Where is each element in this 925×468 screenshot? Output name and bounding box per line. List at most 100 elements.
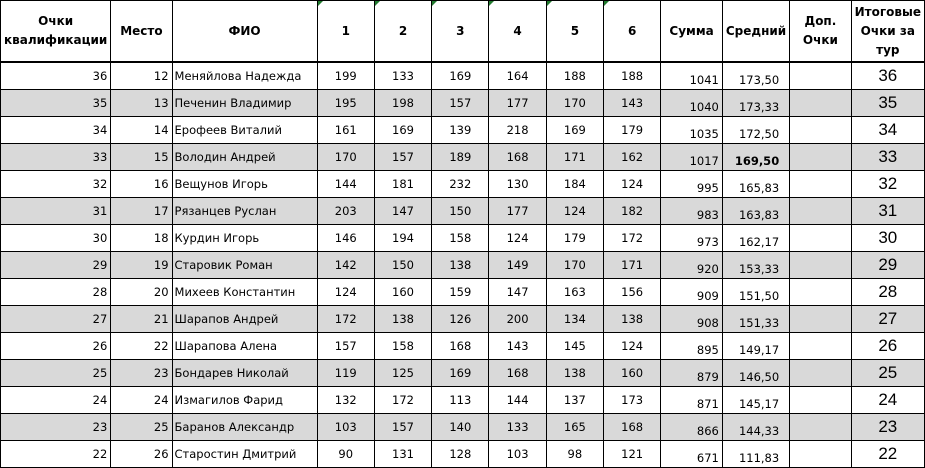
cell-name[interactable]: Измагилов Фарид bbox=[171, 386, 318, 414]
cell-sum[interactable]: 871 bbox=[660, 386, 723, 414]
cell-extra-points[interactable] bbox=[789, 143, 852, 171]
cell-game-5[interactable]: 188 bbox=[545, 61, 605, 90]
cell-place[interactable]: 20 bbox=[110, 278, 173, 306]
cell-place[interactable]: 17 bbox=[110, 197, 173, 225]
cell-sum[interactable]: 1041 bbox=[660, 61, 723, 90]
cell-final-points[interactable]: 22 bbox=[850, 440, 925, 468]
cell-place[interactable]: 23 bbox=[110, 359, 173, 387]
cell-game-2[interactable]: 198 bbox=[373, 89, 433, 117]
cell-game-1[interactable]: 144 bbox=[316, 170, 375, 198]
cell-game-4[interactable]: 168 bbox=[488, 359, 547, 387]
cell-name[interactable]: Михеев Константин bbox=[171, 278, 318, 306]
cell-game-3[interactable]: 139 bbox=[431, 116, 490, 144]
cell-name[interactable]: Шарапов Андрей bbox=[171, 305, 318, 333]
cell-qualification-points[interactable]: 28 bbox=[0, 278, 112, 306]
cell-game-5[interactable]: 179 bbox=[545, 224, 605, 252]
cell-game-2[interactable]: 169 bbox=[373, 116, 433, 144]
cell-average[interactable]: 162,17 bbox=[721, 224, 791, 252]
cell-average[interactable]: 169,50 bbox=[721, 143, 791, 171]
cell-qualification-points[interactable]: 31 bbox=[0, 197, 112, 225]
cell-average[interactable]: 111,83 bbox=[721, 440, 791, 468]
cell-game-4[interactable]: 130 bbox=[488, 170, 547, 198]
cell-game-2[interactable]: 194 bbox=[373, 224, 433, 252]
cell-place[interactable]: 19 bbox=[110, 251, 173, 279]
cell-game-6[interactable]: 124 bbox=[603, 332, 662, 360]
cell-place[interactable]: 18 bbox=[110, 224, 173, 252]
cell-game-3[interactable]: 232 bbox=[431, 170, 490, 198]
cell-game-4[interactable]: 103 bbox=[488, 440, 547, 468]
header-game-4[interactable]: 4 bbox=[488, 0, 547, 63]
cell-game-5[interactable]: 170 bbox=[545, 251, 605, 279]
cell-game-5[interactable]: 137 bbox=[545, 386, 605, 414]
cell-extra-points[interactable] bbox=[789, 116, 852, 144]
cell-game-6[interactable]: 179 bbox=[603, 116, 662, 144]
cell-final-points[interactable]: 29 bbox=[850, 251, 925, 279]
cell-final-points[interactable]: 32 bbox=[850, 170, 925, 198]
cell-extra-points[interactable] bbox=[789, 224, 852, 252]
cell-final-points[interactable]: 31 bbox=[850, 197, 925, 225]
cell-game-3[interactable]: 150 bbox=[431, 197, 490, 225]
cell-final-points[interactable]: 35 bbox=[850, 89, 925, 117]
cell-game-4[interactable]: 177 bbox=[488, 89, 547, 117]
cell-game-4[interactable]: 164 bbox=[488, 61, 547, 90]
header-game-2[interactable]: 2 bbox=[373, 0, 433, 63]
cell-game-1[interactable]: 199 bbox=[316, 61, 375, 90]
cell-sum[interactable]: 920 bbox=[660, 251, 723, 279]
cell-name[interactable]: Вещунов Игорь bbox=[171, 170, 318, 198]
cell-game-4[interactable]: 177 bbox=[488, 197, 547, 225]
cell-game-3[interactable]: 126 bbox=[431, 305, 490, 333]
cell-average[interactable]: 163,83 bbox=[721, 197, 791, 225]
cell-average[interactable]: 149,17 bbox=[721, 332, 791, 360]
cell-name[interactable]: Шарапова Алена bbox=[171, 332, 318, 360]
cell-sum[interactable]: 983 bbox=[660, 197, 723, 225]
cell-place[interactable]: 21 bbox=[110, 305, 173, 333]
cell-game-1[interactable]: 203 bbox=[316, 197, 375, 225]
cell-qualification-points[interactable]: 22 bbox=[0, 440, 112, 468]
cell-place[interactable]: 25 bbox=[110, 413, 173, 441]
cell-final-points[interactable]: 30 bbox=[850, 224, 925, 252]
cell-extra-points[interactable] bbox=[789, 251, 852, 279]
cell-game-1[interactable]: 157 bbox=[316, 332, 375, 360]
cell-game-3[interactable]: 158 bbox=[431, 224, 490, 252]
cell-game-5[interactable]: 134 bbox=[545, 305, 605, 333]
header-extra-points[interactable]: Доп. Очки bbox=[789, 0, 852, 63]
cell-extra-points[interactable] bbox=[789, 197, 852, 225]
cell-game-6[interactable]: 162 bbox=[603, 143, 662, 171]
cell-extra-points[interactable] bbox=[789, 61, 852, 90]
cell-game-5[interactable]: 98 bbox=[545, 440, 605, 468]
cell-name[interactable]: Ерофеев Виталий bbox=[171, 116, 318, 144]
cell-game-1[interactable]: 124 bbox=[316, 278, 375, 306]
cell-sum[interactable]: 995 bbox=[660, 170, 723, 198]
cell-game-3[interactable]: 128 bbox=[431, 440, 490, 468]
cell-game-2[interactable]: 133 bbox=[373, 61, 433, 90]
cell-game-3[interactable]: 159 bbox=[431, 278, 490, 306]
cell-name[interactable]: Курдин Игорь bbox=[171, 224, 318, 252]
cell-extra-points[interactable] bbox=[789, 305, 852, 333]
header-game-6[interactable]: 6 bbox=[603, 0, 662, 63]
cell-game-2[interactable]: 157 bbox=[373, 143, 433, 171]
cell-game-2[interactable]: 158 bbox=[373, 332, 433, 360]
cell-name[interactable]: Володин Андрей bbox=[171, 143, 318, 171]
cell-game-1[interactable]: 161 bbox=[316, 116, 375, 144]
cell-average[interactable]: 151,33 bbox=[721, 305, 791, 333]
cell-game-5[interactable]: 170 bbox=[545, 89, 605, 117]
cell-final-points[interactable]: 28 bbox=[850, 278, 925, 306]
cell-game-4[interactable]: 144 bbox=[488, 386, 547, 414]
cell-game-2[interactable]: 172 bbox=[373, 386, 433, 414]
cell-game-3[interactable]: 168 bbox=[431, 332, 490, 360]
cell-place[interactable]: 14 bbox=[110, 116, 173, 144]
cell-game-2[interactable]: 181 bbox=[373, 170, 433, 198]
cell-qualification-points[interactable]: 24 bbox=[0, 386, 112, 414]
cell-place[interactable]: 12 bbox=[110, 61, 173, 90]
cell-qualification-points[interactable]: 29 bbox=[0, 251, 112, 279]
cell-extra-points[interactable] bbox=[789, 170, 852, 198]
cell-game-4[interactable]: 133 bbox=[488, 413, 547, 441]
cell-final-points[interactable]: 33 bbox=[850, 143, 925, 171]
header-average[interactable]: Средний bbox=[721, 0, 791, 63]
header-name[interactable]: ФИО bbox=[171, 0, 318, 63]
cell-game-3[interactable]: 169 bbox=[431, 359, 490, 387]
cell-qualification-points[interactable]: 34 bbox=[0, 116, 112, 144]
cell-qualification-points[interactable]: 25 bbox=[0, 359, 112, 387]
cell-game-2[interactable]: 147 bbox=[373, 197, 433, 225]
cell-sum[interactable]: 1035 bbox=[660, 116, 723, 144]
